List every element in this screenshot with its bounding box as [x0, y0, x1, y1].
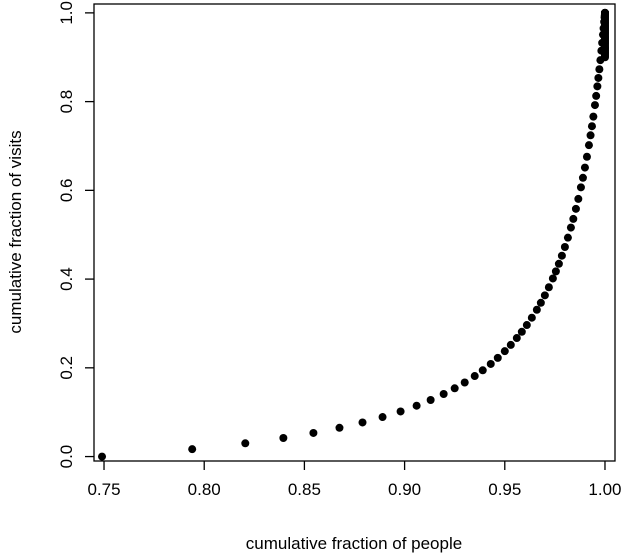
- plot-frame: [93, 3, 616, 462]
- data-point: [241, 439, 250, 448]
- data-point: [426, 396, 435, 405]
- y-tick-label: 0.2: [57, 356, 76, 380]
- data-point: [574, 194, 583, 203]
- data-point: [188, 445, 197, 454]
- data-point: [486, 359, 495, 368]
- data-point: [450, 384, 459, 393]
- x-axis-label: cumulative fraction of people: [246, 534, 462, 553]
- data-point: [566, 223, 575, 232]
- data-point: [554, 259, 563, 268]
- data-point: [439, 390, 448, 399]
- data-point: [412, 401, 421, 410]
- y-tick-label: 0.0: [57, 445, 76, 469]
- data-point: [527, 313, 536, 322]
- data-point: [593, 82, 602, 91]
- data-point: [478, 366, 487, 375]
- x-tick-label: 1.00: [588, 480, 621, 499]
- x-tick-label: 0.75: [87, 480, 120, 499]
- data-point: [600, 9, 609, 18]
- data-point: [569, 214, 578, 223]
- y-tick-label: 1.0: [57, 1, 76, 25]
- data-point: [576, 183, 585, 192]
- data-point: [493, 353, 502, 362]
- data-point: [595, 65, 604, 74]
- data-point: [563, 233, 572, 242]
- data-point: [548, 274, 557, 283]
- data-point: [580, 163, 589, 172]
- data-point: [506, 340, 515, 349]
- data-point: [578, 173, 587, 182]
- data-point: [571, 204, 580, 213]
- x-tick-label: 0.80: [188, 480, 221, 499]
- data-point: [586, 131, 595, 140]
- x-tick-label: 0.95: [488, 480, 521, 499]
- data-point: [540, 291, 549, 300]
- data-point: [589, 112, 598, 121]
- data-point: [584, 141, 593, 150]
- data-point: [517, 327, 526, 336]
- data-point: [396, 407, 405, 416]
- x-axis: 0.75 0.80 0.85 0.90 0.95 1.00: [87, 461, 622, 499]
- x-tick-label: 0.85: [288, 480, 321, 499]
- data-point: [279, 433, 288, 442]
- y-axis-label: cumulative fraction of visits: [6, 130, 25, 333]
- y-axis: 0.0 0.2 0.4 0.6 0.8 1.0: [57, 1, 94, 468]
- data-point: [460, 378, 469, 387]
- data-point: [309, 428, 318, 437]
- data-point: [98, 452, 107, 461]
- data-point: [557, 251, 566, 260]
- y-tick-label: 0.4: [57, 267, 76, 291]
- data-point: [378, 413, 387, 422]
- data-point: [532, 305, 541, 314]
- data-point: [594, 73, 603, 82]
- y-tick-label: 0.8: [57, 90, 76, 114]
- data-point: [592, 91, 601, 100]
- data-point: [560, 243, 569, 252]
- data-point: [512, 334, 521, 343]
- data-point: [500, 347, 509, 356]
- data-point: [470, 372, 479, 381]
- data-point: [522, 321, 531, 330]
- data-point: [587, 122, 596, 131]
- data-point: [358, 418, 367, 427]
- data-point: [335, 423, 344, 432]
- x-tick-label: 0.90: [388, 480, 421, 499]
- data-points: [98, 8, 609, 461]
- y-tick-label: 0.6: [57, 179, 76, 203]
- data-point: [544, 283, 553, 292]
- data-point: [590, 101, 599, 110]
- data-point: [551, 267, 560, 276]
- data-point: [582, 152, 591, 161]
- data-point: [536, 298, 545, 307]
